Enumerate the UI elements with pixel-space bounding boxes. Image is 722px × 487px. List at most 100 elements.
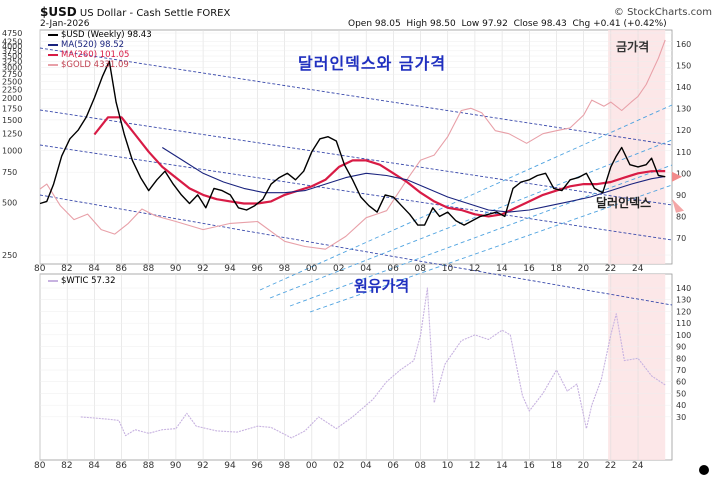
legend-ma520: MA(520) 98.52 [48,40,152,50]
markers [672,171,709,475]
open-value: 98.05 [374,19,401,29]
close-value: 98.43 [541,19,567,29]
channel-dark-2 [39,144,673,241]
gold-tick-3750: 3750 [2,47,22,56]
legend-gold: $GOLD 4331.09 [48,60,152,70]
gold-tick-750: 750 [2,168,17,177]
annotation-oil: 원유가격 [354,277,410,295]
gold-tick-500: 500 [2,199,17,208]
series-layer [39,39,666,439]
gold-tick-4250: 4250 [2,37,22,46]
change-value: +0.41 (+0.42%) [593,19,667,29]
x-tick-lower-94: 94 [224,461,236,471]
series-wtic [80,287,666,439]
trend-channels [39,47,673,313]
annotation-title: 달러인덱스와 금가격 [298,54,447,73]
x-tick-upper-90: 90 [170,264,182,274]
oil-tick-120: 120 [676,307,691,316]
usd-tick-150: 150 [676,62,691,71]
stockcharts-logo[interactable]: © StockCharts.com [613,7,712,18]
corner-dot-icon [699,465,709,475]
legend-lower: $WTIC 57.32 [48,276,115,286]
x-tick-lower-96: 96 [251,461,263,471]
x-tick-lower-88: 88 [143,461,155,471]
axis-layer: 80 80 82 82 84 84 86 86 88 88 90 90 92 92 94 94 96 96 98 98… [2,29,691,471]
ohlc-readout: Open 98.05 High 98.50 Low 97.92 Close 98… [348,19,667,29]
oil-tick-50: 50 [676,389,686,398]
x-tick-lower-20: 20 [578,461,590,471]
x-tick-upper-84: 84 [88,264,100,274]
x-tick-upper-96: 96 [251,264,263,274]
gold-tick-1500: 1500 [2,116,22,125]
x-tick-lower-16: 16 [523,461,535,471]
channel-dark-3 [39,194,673,306]
x-tick-lower-90: 90 [170,461,182,471]
symbol: $USD [40,5,77,19]
oil-tick-80: 80 [676,354,686,363]
x-tick-lower-10: 10 [442,461,454,471]
gold-tick-1750: 1750 [2,104,22,113]
x-tick-upper-92: 92 [197,264,208,274]
gold-tick-2250: 2250 [2,85,22,94]
high-value: 98.50 [429,19,456,29]
gold-tick-1250: 1250 [2,130,22,139]
x-tick-upper-20: 20 [578,264,590,274]
x-tick-upper-02: 02 [333,264,344,274]
usd-tick-80: 80 [676,212,686,221]
x-tick-lower-12: 12 [469,461,480,471]
usd-tick-90: 90 [676,191,686,200]
x-tick-upper-22: 22 [605,264,616,274]
x-tick-upper-86: 86 [116,264,128,274]
ma-last-marker [672,198,684,213]
channel-dark-1 [39,109,673,206]
usd-last-marker [672,171,682,182]
lower-panel-frame [39,273,673,461]
oil-tick-60: 60 [676,378,686,387]
x-tick-lower-86: 86 [116,461,128,471]
x-tick-upper-18: 18 [550,264,562,274]
instrument-name: US Dollar - Cash Settle FOREX [79,8,231,19]
oil-tick-90: 90 [676,343,686,352]
x-tick-lower-06: 06 [387,461,399,471]
oil-tick-30: 30 [676,413,686,422]
legend-upper: $USD (Weekly) 98.43 MA(520) 98.52 MA(260… [48,30,152,70]
gold-tick-2500: 2500 [2,77,22,86]
x-tick-upper-82: 82 [61,264,72,274]
x-tick-lower-24: 24 [632,461,644,471]
channel-light-1 [269,139,673,299]
highlight-lower [608,274,666,460]
legend-usd: $USD (Weekly) 98.43 [48,30,152,40]
usd-tick-70: 70 [676,234,686,243]
gold-tick-1000: 1000 [2,146,22,155]
gold-tick-4000: 4000 [2,42,22,51]
oil-tick-130: 130 [676,296,691,305]
x-tick-upper-98: 98 [279,264,291,274]
gold-tick-3250: 3250 [2,58,22,67]
highlight-upper [608,30,666,264]
gold-tick-250: 250 [2,251,17,260]
x-tick-lower-08: 08 [415,461,427,471]
x-tick-lower-80: 80 [34,461,46,471]
x-tick-lower-18: 18 [550,461,562,471]
x-tick-upper-24: 24 [632,264,644,274]
usd-tick-140: 140 [676,83,691,92]
x-tick-upper-14: 14 [496,264,508,274]
x-tick-lower-04: 04 [360,461,372,471]
lower-grid [39,274,672,460]
x-tick-lower-98: 98 [279,461,291,471]
x-tick-lower-22: 22 [605,461,616,471]
x-tick-upper-00: 00 [306,264,318,274]
channel-light-2 [289,164,673,307]
x-tick-upper-10: 10 [442,264,454,274]
oil-tick-40: 40 [676,401,686,410]
x-tick-lower-14: 14 [496,461,508,471]
x-tick-upper-94: 94 [224,264,236,274]
annotation-gold: 금가격 [616,40,650,54]
x-tick-upper-80: 80 [34,264,46,274]
gold-tick-2750: 2750 [2,70,22,79]
x-tick-upper-06: 06 [387,264,399,274]
channel-light-3 [309,184,673,313]
x-tick-upper-88: 88 [143,264,155,274]
series-usd [39,60,666,226]
gold-tick-3000: 3000 [2,64,22,73]
